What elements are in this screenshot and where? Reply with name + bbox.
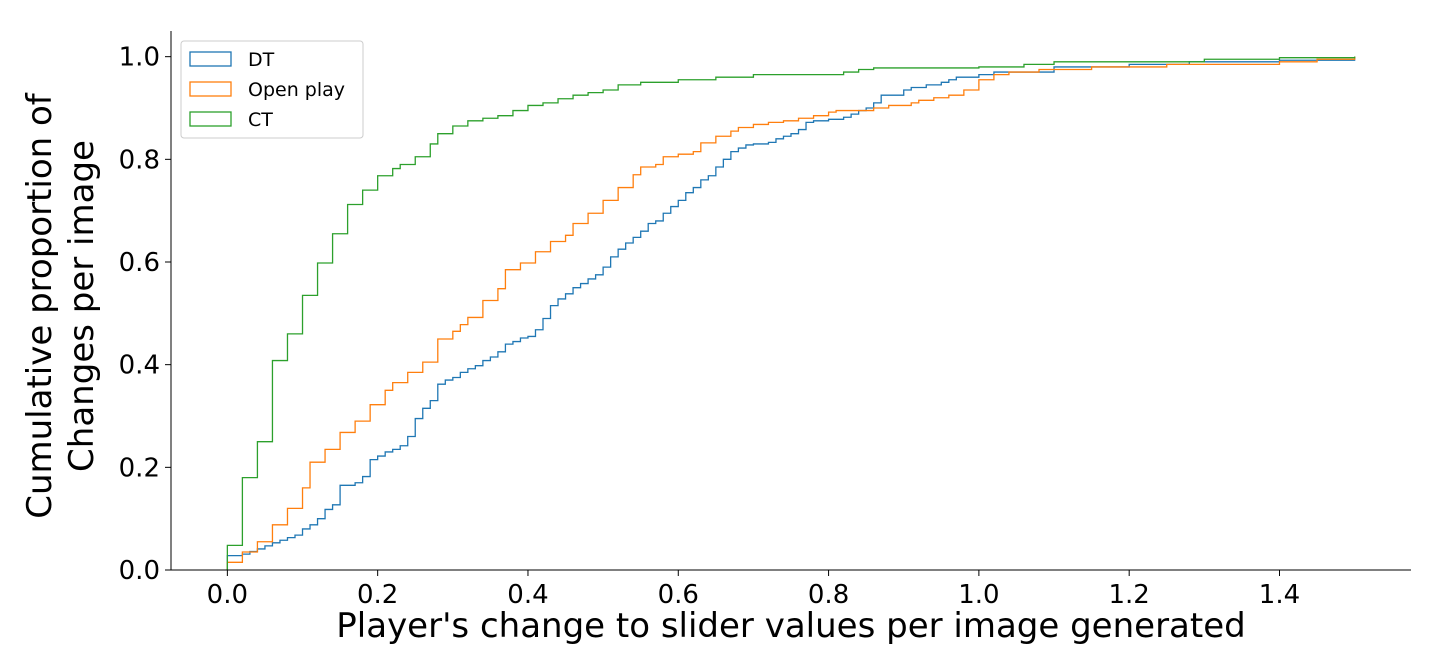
y-tick-label: 0.6 (119, 248, 160, 278)
series-line-open-play (226, 56, 1356, 570)
legend-swatch-dt (189, 51, 232, 67)
legend-items: DT Open play CT (189, 49, 345, 131)
legend-label-dt: DT (248, 49, 275, 71)
y-tick-label: 1.0 (119, 43, 160, 73)
series-layer (226, 56, 1356, 570)
x-tick-label: 1.0 (958, 580, 999, 610)
series-line-dt (226, 56, 1356, 570)
y-ticks: 0.0 0.2 0.4 0.6 0.8 1.0 (119, 43, 171, 586)
legend-swatch-open-play (189, 81, 232, 97)
y-tick-label: 0.8 (119, 145, 160, 175)
legend: DT Open play CT (180, 40, 364, 139)
legend-label-ct: CT (248, 109, 273, 131)
x-tick-label: 1.4 (1259, 580, 1300, 610)
series-line-ct (226, 56, 1356, 570)
x-tick-label: 0.0 (207, 580, 248, 610)
y-tick-label: 0.0 (119, 556, 160, 586)
y-tick-label: 0.2 (119, 453, 160, 483)
legend-label-open-play: Open play (248, 79, 345, 101)
x-tick-label: 0.4 (507, 580, 548, 610)
x-axis-label: Player's change to slider values per ima… (336, 606, 1245, 646)
legend-swatch-ct (189, 111, 232, 127)
x-ticks: 0.0 0.2 0.4 0.6 0.8 1.0 1.2 1.4 (207, 570, 1300, 610)
x-tick-label: 1.2 (1109, 580, 1150, 610)
x-tick-label: 0.2 (357, 580, 398, 610)
legend-frame (180, 40, 364, 139)
y-axis-label-line-1: Cumulative proportion of (20, 92, 60, 519)
y-tick-label: 0.4 (119, 351, 160, 381)
y-axis-label-line-2: Changes per image (62, 140, 102, 472)
x-tick-label: 0.8 (808, 580, 849, 610)
x-tick-label: 0.6 (658, 580, 699, 610)
